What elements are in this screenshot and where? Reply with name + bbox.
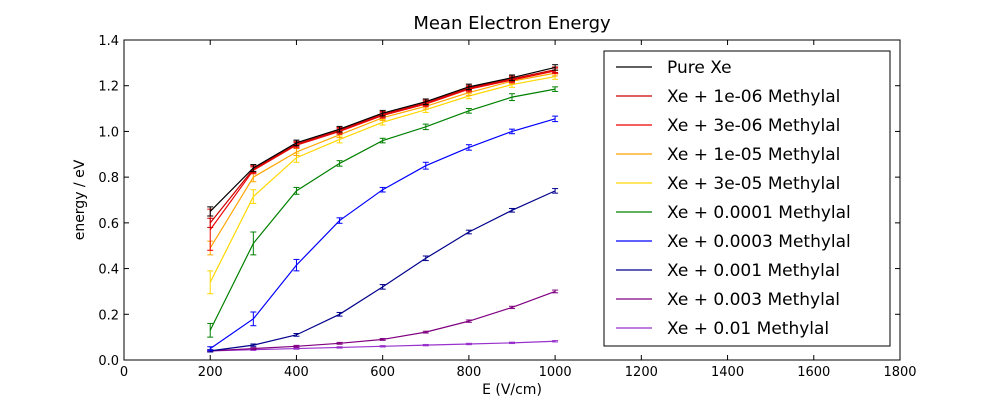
series-line — [209, 70, 556, 231]
legend-items: Pure Xe Xe + 1e-06 Methylal Xe + 3e-06 Met… — [616, 58, 851, 339]
legend: Pure Xe Xe + 1e-06 Methylal Xe + 3e-06 Met… — [603, 50, 891, 347]
legend-label: Xe + 0.003 Methylal — [667, 290, 840, 310]
x-axis-label: E (V/cm) — [482, 382, 542, 398]
x-tick-label: 1400 — [711, 365, 744, 380]
legend-label: Xe + 3e-06 Methylal — [667, 116, 840, 136]
x-tick-label: 200 — [198, 365, 223, 380]
series-7 — [207, 188, 559, 353]
series-line — [209, 69, 556, 224]
legend-label: Xe + 3e-05 Methylal — [667, 174, 840, 194]
series-0 — [207, 64, 559, 217]
y-tick-label: 1.2 — [98, 80, 119, 95]
y-tick-label: 1.4 — [98, 34, 119, 49]
series-2 — [207, 67, 559, 251]
x-tick-label: 0 — [120, 365, 128, 380]
x-tick-label: 1600 — [797, 365, 830, 380]
y-tick-label: 0.0 — [98, 354, 119, 369]
legend-label: Pure Xe — [667, 58, 732, 78]
legend-label: Xe + 0.001 Methylal — [667, 261, 840, 281]
series-line — [209, 75, 556, 283]
y-tick-label: 0.8 — [98, 171, 119, 186]
x-tick-label: 1000 — [539, 365, 572, 380]
series-1 — [207, 66, 559, 228]
series-6 — [207, 115, 559, 351]
axes-layer: 0 200 400 600 800 1000 1200 1400 1600 1800 0.0 0.2 0… — [98, 34, 916, 380]
y-tick-label: 0.6 — [98, 217, 119, 232]
legend-label: Xe + 0.0003 Methylal — [667, 232, 851, 252]
series-3 — [207, 69, 559, 256]
series-line — [210, 290, 556, 352]
legend-label: Xe + 1e-05 Methylal — [667, 145, 840, 165]
x-tick-label: 600 — [370, 365, 395, 380]
legend-label: Xe + 0.01 Methylal — [667, 319, 829, 339]
series-9 — [207, 340, 559, 353]
y-tick-label: 0.2 — [98, 308, 119, 323]
x-tick-label: 1200 — [625, 365, 658, 380]
chart-title: Mean Electron Energy — [413, 13, 611, 34]
x-tick-label: 800 — [456, 365, 481, 380]
series-4 — [207, 73, 559, 295]
y-axis-label: energy / eV — [72, 159, 88, 240]
series-5 — [207, 86, 559, 338]
x-tick-label: 1800 — [883, 365, 916, 380]
series-layer — [207, 64, 559, 353]
y-tick-label: 1.0 — [98, 125, 119, 140]
y-tick-label: 0.4 — [98, 263, 119, 278]
legend-label: Xe + 0.0001 Methylal — [667, 203, 851, 223]
x-tick-label: 400 — [284, 365, 309, 380]
plot-frame — [123, 39, 901, 361]
legend-frame — [603, 50, 891, 347]
legend-label: Xe + 1e-06 Methylal — [667, 87, 840, 107]
series-line — [210, 190, 556, 352]
